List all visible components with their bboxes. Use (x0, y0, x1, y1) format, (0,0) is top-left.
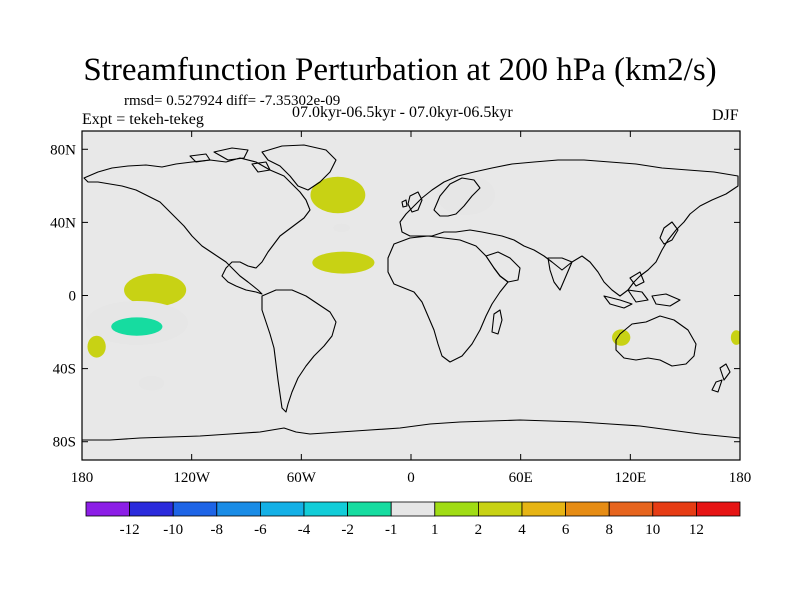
coast-southeast-asia (603, 271, 681, 309)
coast-india (547, 257, 573, 291)
colorbar-swatch (652, 501, 697, 517)
colorbar-swatch (696, 501, 741, 517)
colorbar-swatch (477, 501, 523, 517)
anomaly-south-pacific-small-low (138, 375, 165, 391)
colorbar-swatch (303, 501, 348, 517)
anomaly-west-australia-high (612, 329, 631, 346)
colorbar: -12 -10 -8 -6 -4 -2 -1 1 2 4 6 8 10 12 (85, 501, 741, 538)
colorbar-label: -8 (211, 522, 224, 538)
anomaly-east-edge-high (730, 330, 740, 345)
coast-british-isles (401, 191, 423, 213)
colorbar-swatch (216, 501, 261, 517)
lon-label: 120W (173, 470, 211, 486)
coast-arabia (485, 251, 521, 283)
coast-arctic-islands (189, 147, 271, 173)
lon-label: 60W (287, 470, 317, 486)
coast-madagascar (491, 309, 503, 335)
colorbar-swatch (608, 501, 654, 517)
colorbar-swatch (172, 501, 218, 517)
colorbar-label: 6 (562, 522, 570, 538)
colorbar-swatch (390, 501, 436, 517)
colorbar-swatch (565, 501, 610, 517)
colorbar-label: -10 (163, 522, 183, 538)
lon-label: 180 (71, 470, 94, 486)
season-label: DJF (712, 107, 739, 124)
colorbar-label: 12 (689, 522, 704, 538)
coastlines (82, 144, 740, 441)
coast-eurasia (399, 159, 739, 297)
axes: 80N 40N 0 40S 80S 180 120W 60W 0 60E 120E 180 (50, 131, 751, 486)
colorbar-swatch (347, 501, 392, 517)
colorbar-label: -1 (385, 522, 398, 538)
lat-label: 80N (50, 142, 76, 158)
rmsd-diff-line: rmsd= 0.527924 diff= -7.35302e-09 (124, 93, 341, 109)
colorbar-swatch (434, 501, 479, 517)
coast-greenland (261, 144, 337, 191)
colorbar-swatch (129, 501, 174, 517)
coast-new-zealand (711, 363, 731, 393)
colorbar-swatch (85, 501, 130, 517)
anomaly-tropical-pacific-high (124, 273, 187, 307)
lat-label: 0 (69, 289, 77, 305)
lon-label: 0 (407, 470, 415, 486)
coast-scandinavia (433, 177, 481, 217)
lat-label: 40S (53, 362, 76, 378)
coast-africa (387, 235, 509, 363)
anomaly-south-pacific-low-inner (111, 317, 163, 336)
period-label: 07.0kyr-06.5kyr - 07.0kyr-06.5kyr (292, 104, 513, 121)
anomaly-scandinavia-low (436, 174, 496, 216)
colorbar-swatch (259, 501, 305, 517)
lat-label: 40N (50, 215, 76, 231)
colorbar-label: -4 (298, 522, 311, 538)
anomaly-atlantic-small-low (333, 223, 350, 233)
colorbar-label: 4 (518, 522, 526, 538)
map-background (82, 131, 740, 460)
coast-australia (615, 315, 697, 367)
plot-title: Streamfunction Perturbation at 200 hPa (… (83, 52, 717, 88)
anomaly-layer (85, 174, 740, 391)
colorbar-label: 2 (475, 522, 483, 538)
coast-antarctica (82, 419, 740, 441)
lat-label: 80S (53, 435, 76, 451)
anomaly-north-atlantic-high (310, 176, 366, 214)
colorbar-label: 10 (645, 522, 660, 538)
coast-japan (659, 221, 679, 245)
colorbar-label: -2 (341, 522, 354, 538)
lon-label: 180 (729, 470, 752, 486)
coast-north-america (83, 157, 311, 295)
colorbar-swatch (521, 501, 566, 517)
anomaly-dateline-south-high (87, 335, 106, 358)
coast-south-america (261, 289, 337, 413)
experiment-label: Expt = tekeh-tekeg (82, 111, 204, 128)
colorbar-label: -12 (120, 522, 140, 538)
colorbar-label: -6 (254, 522, 267, 538)
colorbar-label: 8 (605, 522, 613, 538)
anomaly-subtropical-atlantic-high (312, 251, 375, 274)
lon-label: 120E (614, 470, 646, 486)
lon-label: 60E (509, 470, 533, 486)
colorbar-label: 1 (431, 522, 439, 538)
